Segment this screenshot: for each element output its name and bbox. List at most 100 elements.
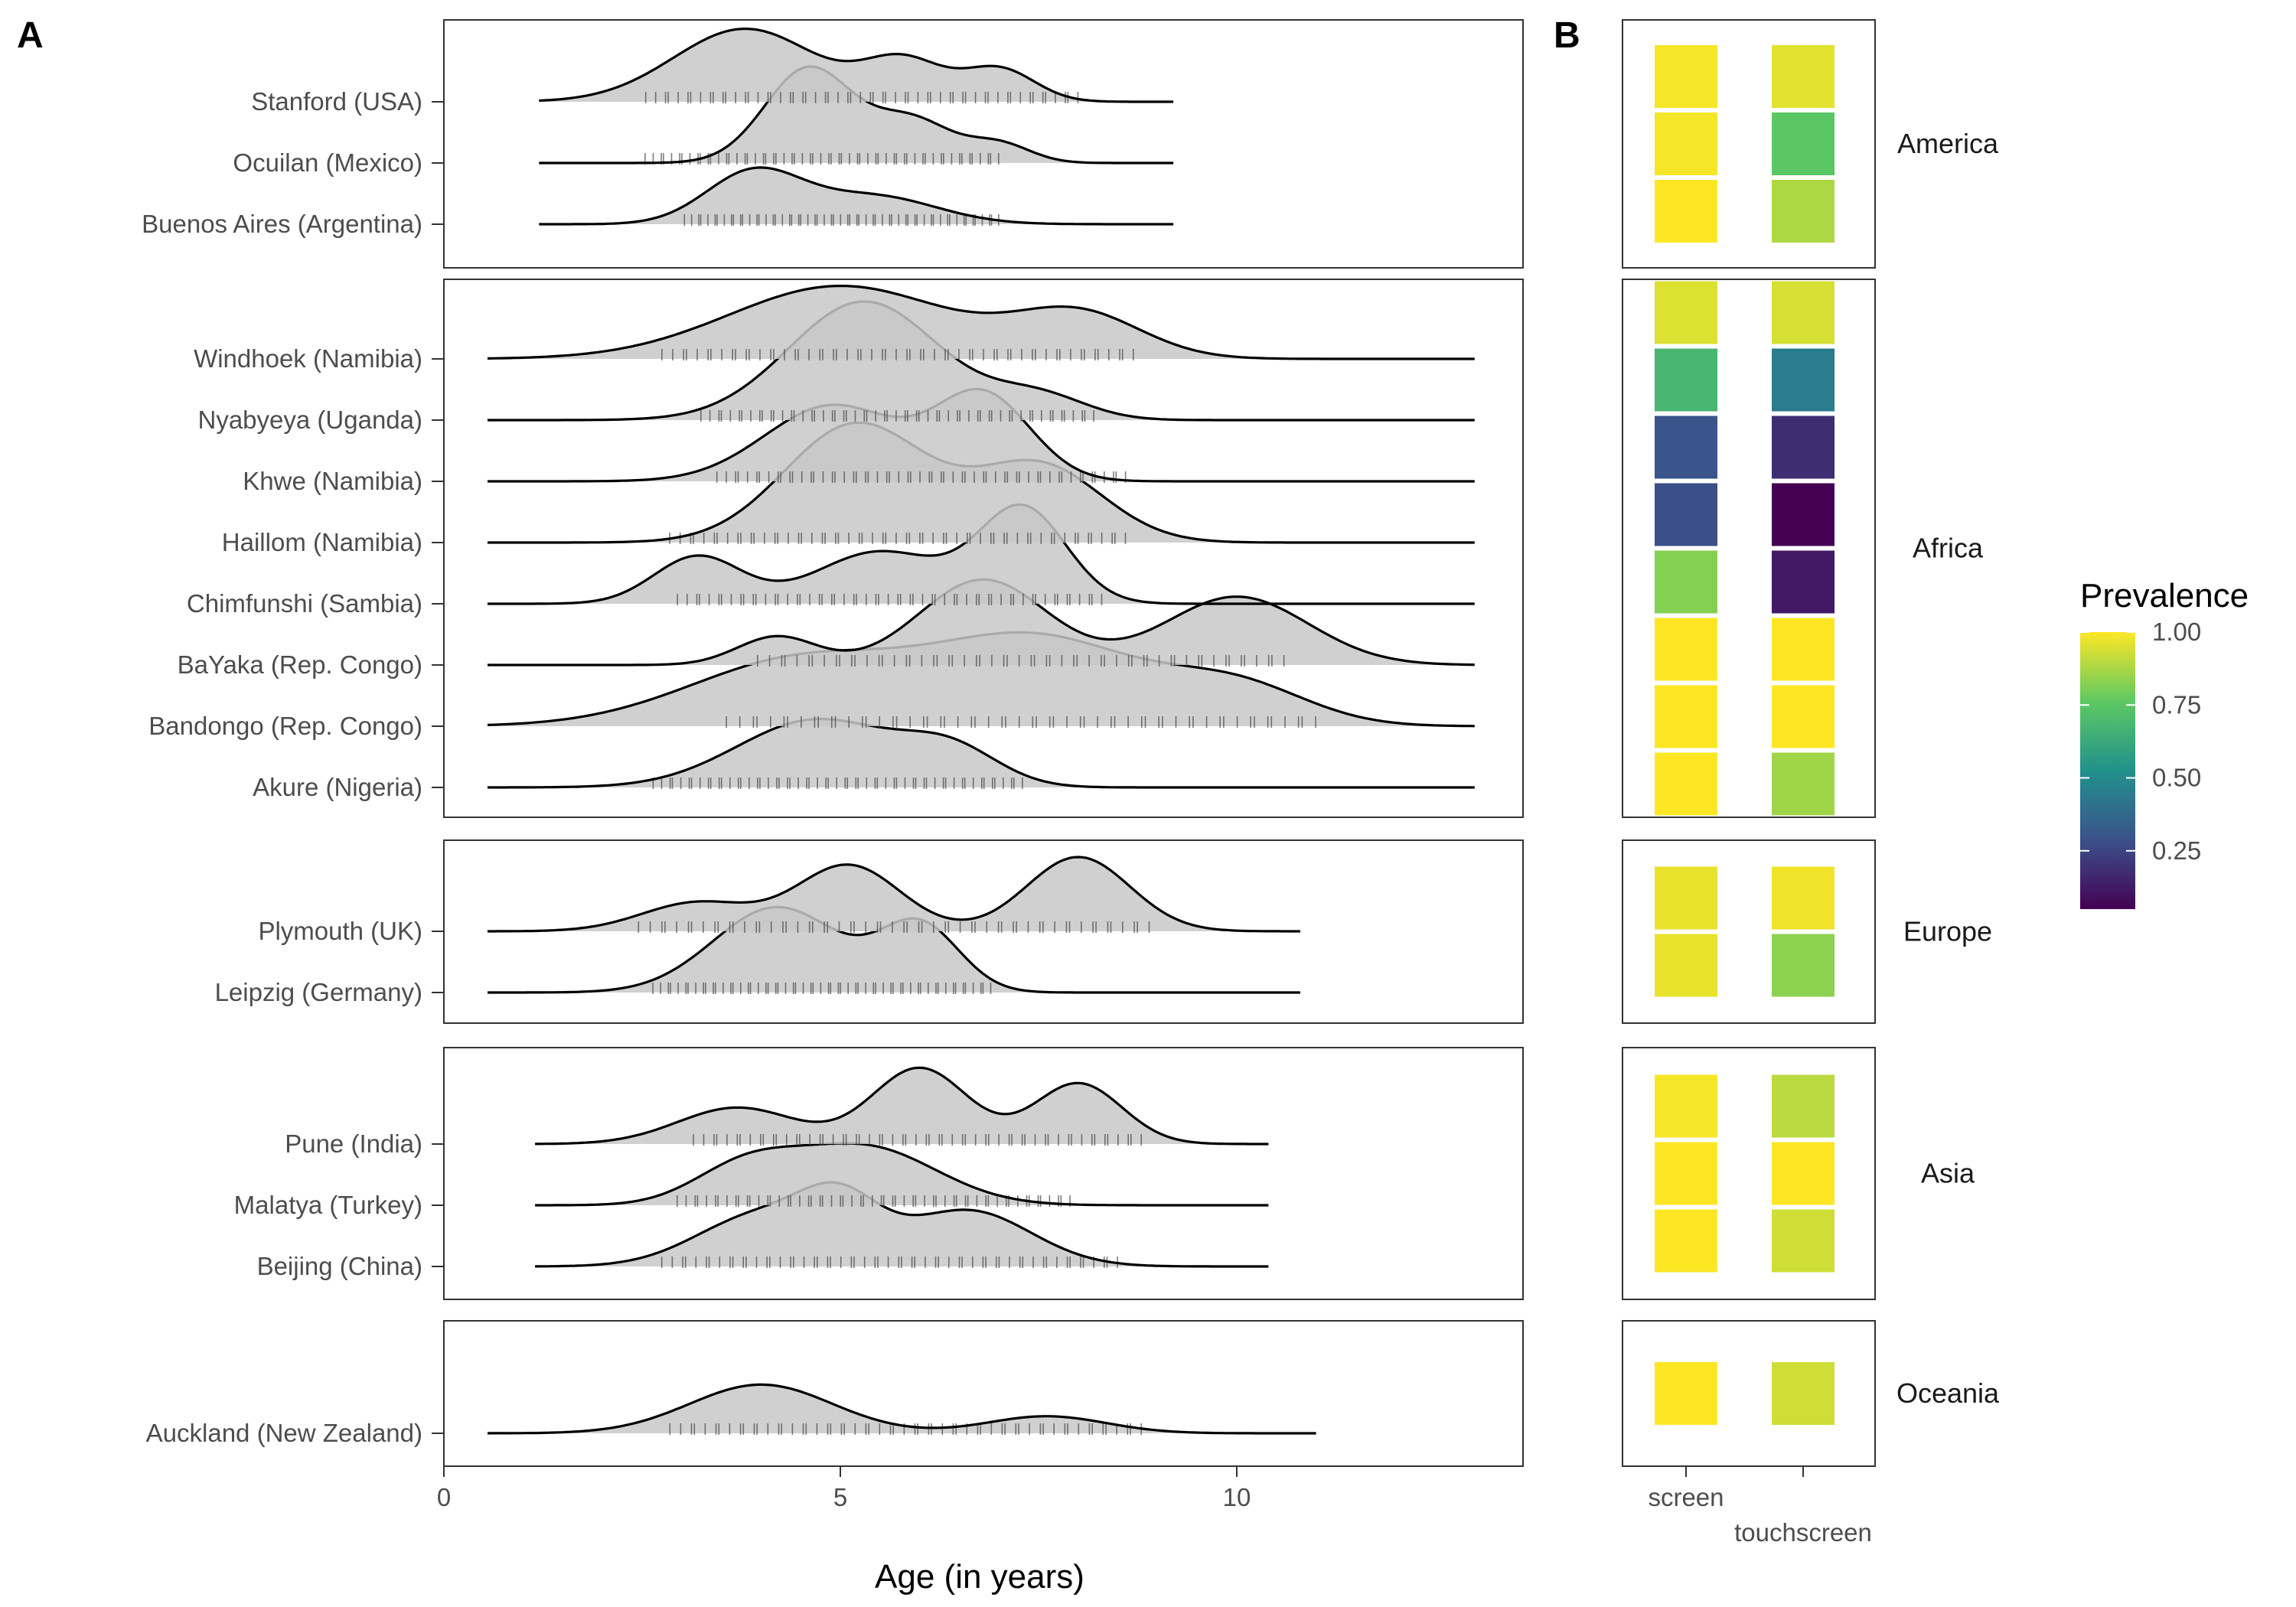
density-area <box>488 504 1475 604</box>
panel-b-frame <box>1622 19 1876 269</box>
density-line <box>487 285 1475 360</box>
heatmap-panel: America Africa Europe Asia Oceania screen touc… <box>1622 19 2000 1547</box>
prevalence-legend: Prevalence 1.00 0.75 0.50 0.25 <box>2080 577 2249 909</box>
density-line <box>539 166 1174 226</box>
density-area <box>488 285 1475 359</box>
heat-cell <box>1655 180 1717 243</box>
heat-cell <box>1655 1209 1717 1273</box>
density-area <box>539 67 1174 163</box>
heat-cell <box>1772 1142 1835 1205</box>
x-tick-label: 0 <box>437 1483 451 1511</box>
density-area <box>488 1384 1316 1433</box>
heat-cell <box>1655 866 1717 930</box>
density-area <box>535 1068 1269 1144</box>
panel-a-frame <box>443 1320 1524 1467</box>
density-area <box>488 907 1300 993</box>
density-line <box>535 1142 1269 1207</box>
panel-label-a: A <box>17 15 44 56</box>
x-category-label: touchscreen <box>1734 1518 1872 1547</box>
legend-tick-label: 0.50 <box>2152 764 2201 792</box>
heat-cell <box>1655 618 1717 681</box>
site-label: BaYaka (Rep. Congo) <box>178 650 422 679</box>
site-label: Nyabyeya (Uganda) <box>198 406 423 434</box>
x-tick-label: 10 <box>1223 1483 1251 1511</box>
heat-cell <box>1772 1362 1835 1425</box>
panel-b-frame <box>1622 279 1876 818</box>
density-line <box>488 300 1475 422</box>
panel-a-frame <box>443 279 1524 818</box>
panel-a-frame <box>443 1047 1524 1300</box>
site-label: Buenos Aires (Argentina) <box>142 210 422 238</box>
panel-b-frame <box>1622 839 1876 1024</box>
heat-cell <box>1655 483 1717 546</box>
density-area <box>488 857 1300 931</box>
heat-cell <box>1772 618 1835 681</box>
legend-tick-label: 0.75 <box>2152 690 2201 719</box>
density-area <box>488 422 1475 543</box>
ridge-group-america: Stanford (USA) Ocuilan (Mexico) Buenos Air… <box>142 19 1524 269</box>
region-strip-label: Africa <box>1913 533 1984 564</box>
region-strip-label: Oceania <box>1896 1377 2000 1409</box>
heat-cell <box>1772 348 1835 412</box>
heat-cell <box>1772 483 1835 546</box>
density-area <box>539 167 1174 224</box>
panel-label-b: B <box>1554 15 1580 56</box>
heat-cell <box>1772 1209 1835 1273</box>
site-label: Plymouth (UK) <box>258 917 422 945</box>
heat-cell <box>1772 45 1835 108</box>
density-area <box>539 28 1174 102</box>
density-area <box>488 632 1475 726</box>
site-label: Leipzig (Germany) <box>215 978 422 1006</box>
site-label: Chimfunshi (Sambia) <box>187 589 422 618</box>
heat-cell <box>1655 348 1717 412</box>
panel-b-frame <box>1622 1047 1876 1300</box>
site-label: Bandongo (Rep. Congo) <box>148 712 422 740</box>
heat-group-america: America <box>1622 19 1999 269</box>
heat-group-africa: Africa <box>1622 279 1984 818</box>
heat-cell <box>1655 685 1717 748</box>
density-area <box>488 579 1475 665</box>
heat-group-asia: Asia <box>1622 1047 1975 1300</box>
region-strip-label: Asia <box>1921 1158 1975 1189</box>
density-line <box>487 1383 1316 1435</box>
heat-cell <box>1772 281 1835 344</box>
ridge-group-oceania: Auckland (New Zealand) <box>146 1320 1524 1467</box>
heat-cell <box>1655 1362 1717 1425</box>
heat-cell <box>1772 180 1835 243</box>
heat-cell <box>1655 550 1717 614</box>
site-label: Stanford (USA) <box>251 87 422 116</box>
heat-cell <box>1655 416 1717 479</box>
heat-cell <box>1772 550 1835 614</box>
heat-cell <box>1772 934 1835 997</box>
density-area <box>488 389 1475 481</box>
ridge-group-europe: Plymouth (UK) Leipzig (Germany) <box>215 839 1524 1024</box>
density-area <box>535 1143 1269 1205</box>
panel-b-frame <box>1622 1320 1876 1467</box>
density-area <box>488 302 1475 420</box>
site-label: Malatya (Turkey) <box>234 1191 422 1219</box>
heat-cell <box>1655 1074 1717 1138</box>
legend-tick-label: 1.00 <box>2152 618 2201 646</box>
site-label: Akure (Nigeria) <box>253 773 422 801</box>
density-area <box>535 1182 1269 1266</box>
x-axis-title: Age (in years) <box>875 1558 1084 1596</box>
ridge-group-asia: Pune (India) Malatya (Turkey) Beijing (Chi… <box>234 1047 1524 1300</box>
ridge-group-africa: Windhoek (Namibia) Nyabyeya (Uganda) Khwe … <box>148 279 1524 818</box>
density-line <box>539 28 1174 103</box>
site-label: Haillom (Namibia) <box>222 528 422 556</box>
heat-group-europe: Europe <box>1622 839 1992 1024</box>
legend-colorbar <box>2080 632 2135 909</box>
panel-a-frame <box>443 839 1524 1024</box>
legend-title: Prevalence <box>2080 577 2249 614</box>
heat-cell <box>1772 112 1835 175</box>
site-label: Pune (India) <box>285 1129 422 1158</box>
heat-group-oceania: Oceania <box>1622 1320 2000 1467</box>
heat-cell <box>1772 752 1835 816</box>
x-category-label: screen <box>1648 1483 1724 1511</box>
site-label: Khwe (Namibia) <box>243 467 422 495</box>
legend-tick-label: 0.25 <box>2152 836 2201 865</box>
heat-cell <box>1655 112 1717 175</box>
density-area <box>488 719 1475 787</box>
heat-cell <box>1655 934 1717 997</box>
